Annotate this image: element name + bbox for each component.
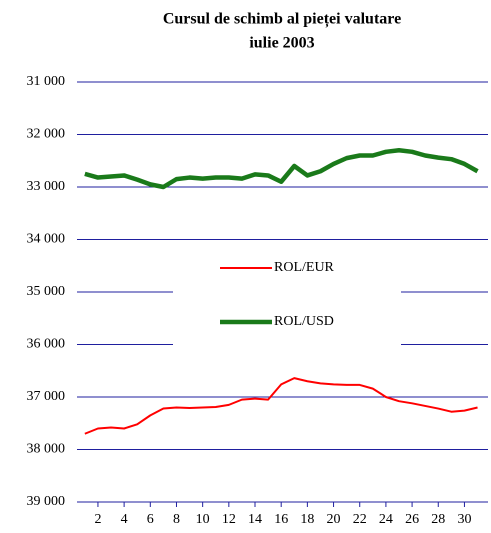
y-tick-label: 37 000 — [27, 389, 66, 404]
chart-title: iulie 2003 — [249, 35, 314, 52]
line-series — [84, 148, 479, 190]
y-tick-label: 34 000 — [27, 232, 66, 247]
x-tick-label: 26 — [405, 512, 419, 527]
x-tick-label: 10 — [196, 512, 210, 527]
x-tick-label: 4 — [121, 512, 128, 527]
x-tick-label: 16 — [274, 512, 288, 527]
x-tick-label: 6 — [147, 512, 154, 527]
x-tick-label: 24 — [379, 512, 393, 527]
x-tick-label: 20 — [327, 512, 341, 527]
x-tick-label: 28 — [431, 512, 445, 527]
line-series — [84, 377, 478, 435]
x-tick-label: 14 — [248, 512, 262, 527]
legend-box — [173, 250, 401, 345]
legend-label: ROL/USD — [274, 314, 334, 329]
y-tick-label: 39 000 — [27, 494, 66, 509]
y-tick-label: 31 000 — [27, 74, 66, 89]
x-tick-label: 22 — [353, 512, 367, 527]
x-tick-label: 2 — [94, 512, 101, 527]
chart-title: Cursul de schimb al pieței valutare — [163, 11, 401, 29]
x-tick-label: 30 — [457, 512, 471, 527]
y-tick-label: 33 000 — [27, 179, 66, 194]
legend-label: ROL/EUR — [274, 260, 335, 275]
x-tick-label: 18 — [300, 512, 314, 527]
y-tick-label: 36 000 — [27, 337, 66, 352]
x-tick-label: 12 — [222, 512, 236, 527]
y-tick-label: 35 000 — [27, 284, 66, 299]
y-tick-label: 38 000 — [27, 442, 66, 457]
x-tick-label: 8 — [173, 512, 180, 527]
y-tick-label: 32 000 — [27, 127, 66, 142]
